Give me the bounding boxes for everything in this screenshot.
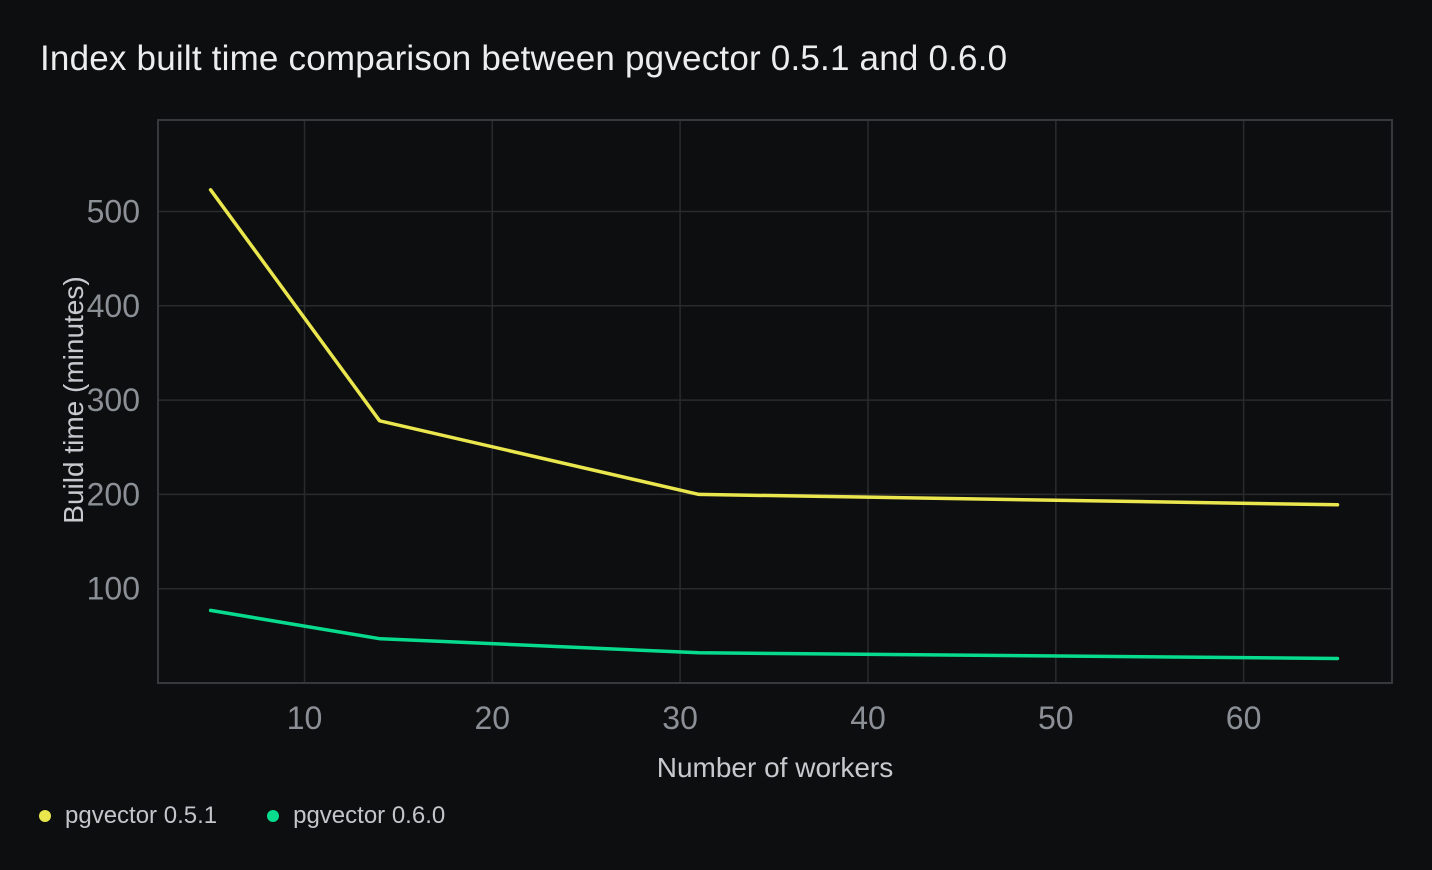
y-tick-label: 100 [87, 571, 140, 607]
x-tick-label: 30 [662, 700, 698, 736]
y-tick-label: 500 [87, 194, 140, 230]
chart-title: Index built time comparison between pgve… [40, 39, 1008, 78]
x-tick-label: 20 [475, 700, 511, 736]
legend-label: pgvector 0.5.1 [65, 802, 218, 829]
legend: pgvector 0.5.1 pgvector 0.6.0 [39, 802, 445, 830]
legend-item-pgvector-0-6-0[interactable]: pgvector 0.6.0 [267, 802, 445, 830]
legend-label: pgvector 0.6.0 [293, 802, 446, 829]
x-tick-label: 60 [1226, 700, 1262, 736]
x-tick-label: 50 [1038, 700, 1074, 736]
series-line-1[interactable] [208, 608, 1340, 661]
series-line-0[interactable] [208, 188, 1340, 507]
y-tick-label: 300 [87, 382, 140, 418]
plot-border [157, 119, 1393, 684]
legend-marker-icon [39, 810, 51, 822]
x-tick-label: 40 [850, 700, 886, 736]
x-tick-label: 10 [287, 700, 323, 736]
y-tick-label: 200 [87, 476, 140, 512]
y-tick-label: 400 [87, 288, 140, 324]
legend-item-pgvector-0-5-1[interactable]: pgvector 0.5.1 [39, 802, 217, 830]
legend-marker-icon [267, 810, 280, 822]
x-axis-title: Number of workers [656, 752, 894, 783]
